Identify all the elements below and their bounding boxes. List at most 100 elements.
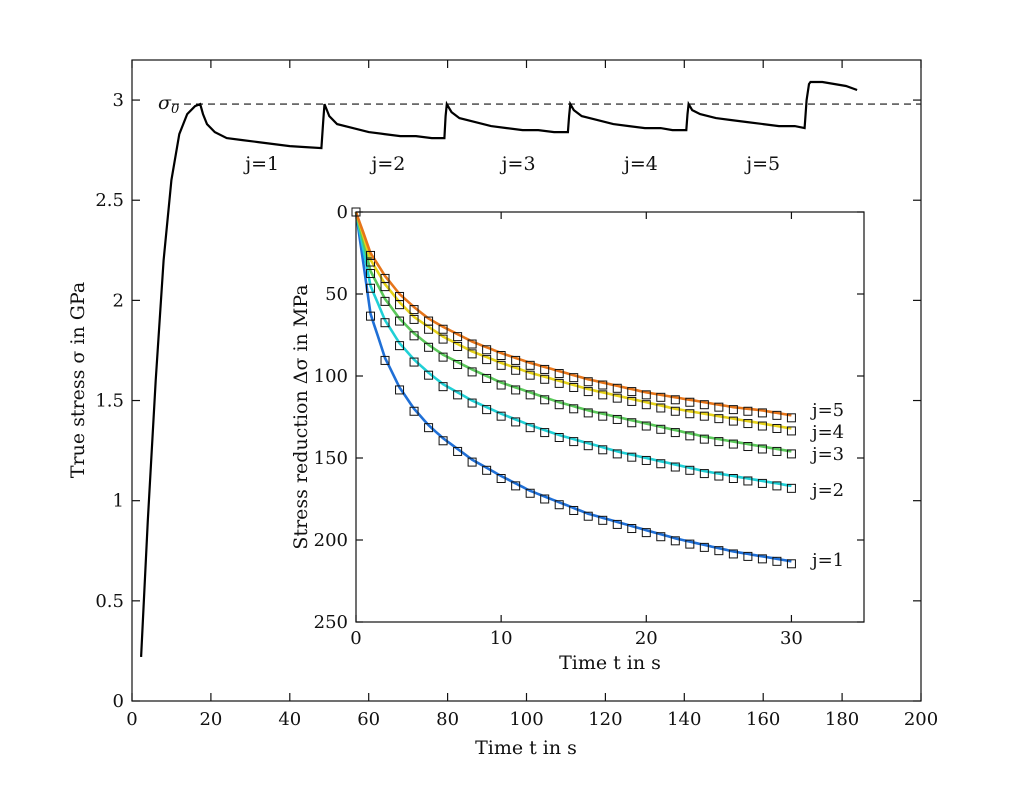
data-marker [366, 283, 376, 293]
data-marker [699, 469, 709, 479]
main-y-axis-label: True stress σ in GPa [67, 282, 89, 478]
data-marker [627, 387, 637, 397]
data-marker [685, 409, 695, 419]
data-marker [714, 471, 724, 481]
data-marker [670, 406, 680, 416]
data-marker [583, 441, 593, 451]
data-marker [540, 364, 550, 374]
inset-series-j=1 [351, 207, 796, 569]
data-marker [424, 342, 434, 352]
data-marker [699, 400, 709, 410]
data-marker [482, 355, 492, 365]
data-marker [714, 437, 724, 447]
data-marker [540, 428, 550, 438]
inset-series-j=5 [351, 207, 796, 423]
segment-label-j5: j=5 [744, 153, 780, 175]
segment-label-j3: j=3 [500, 153, 536, 175]
inset-label-j=5: j=5 [810, 400, 844, 421]
inset-y-axis-label: Stress reduction Δσ in MPa [290, 284, 312, 549]
data-marker [554, 400, 564, 410]
data-marker [569, 505, 579, 515]
data-marker [728, 416, 738, 426]
inset-x-ticks: 0 10 20 30 [350, 212, 803, 649]
inset-x-axis-label: Time t in s [559, 652, 661, 674]
main-y-tick-label: 1 [113, 491, 124, 512]
data-marker [540, 395, 550, 405]
data-marker [627, 452, 637, 462]
data-marker [554, 369, 564, 379]
main-y-tick-label: 2 [113, 290, 124, 311]
data-marker [409, 314, 419, 324]
data-marker [467, 339, 477, 349]
data-marker [366, 311, 376, 321]
fit-curve-j=5 [354, 211, 792, 417]
data-marker [525, 488, 535, 498]
data-marker [554, 433, 564, 442]
data-marker [438, 324, 448, 334]
data-marker [496, 380, 506, 390]
data-marker [699, 434, 709, 444]
data-marker [395, 291, 405, 301]
data-marker [511, 355, 521, 365]
data-marker [467, 457, 477, 467]
data-marker [786, 449, 796, 459]
data-marker [772, 556, 782, 566]
main-y-tick-label: 0.5 [95, 591, 124, 612]
data-marker [656, 424, 666, 434]
data-marker [757, 554, 767, 564]
data-marker [757, 478, 767, 488]
data-marker [409, 357, 419, 367]
data-marker [395, 341, 405, 351]
main-y-tick-label: 2.5 [95, 190, 124, 211]
data-marker [641, 390, 651, 400]
data-marker [540, 374, 550, 384]
data-marker [641, 400, 651, 410]
data-marker [598, 411, 608, 421]
data-marker [772, 446, 782, 456]
segment-label-j4: j=4 [622, 153, 658, 175]
inset-y-ticks: 0 50 100 150 200 250 [314, 202, 864, 633]
data-marker [438, 436, 448, 446]
main-x-tick-label: 0 [126, 709, 137, 730]
main-x-tick-label: 140 [667, 709, 701, 730]
data-marker [453, 332, 463, 342]
data-marker [743, 419, 753, 429]
inset-series-j=3 [351, 207, 796, 459]
data-marker [641, 421, 651, 431]
inset-y-tick-label: 100 [314, 366, 348, 387]
data-marker [366, 257, 376, 267]
main-x-tick-label: 120 [588, 709, 622, 730]
data-marker [598, 445, 608, 455]
data-marker [670, 395, 680, 405]
true-stress-curve [140, 80, 858, 657]
main-y-tick-label: 1.5 [95, 391, 124, 412]
data-marker [772, 423, 782, 433]
inset-background [356, 212, 864, 622]
data-marker [786, 426, 796, 436]
data-marker [554, 500, 564, 510]
data-marker [656, 459, 666, 469]
segment-labels: j=1 j=2 j=3 j=4 j=5 [243, 153, 780, 175]
main-x-tick-label: 180 [825, 709, 859, 730]
main-x-axis-label: Time t in s [475, 737, 577, 759]
data-marker [598, 380, 608, 390]
data-marker [424, 370, 434, 380]
main-x-tick-label: 200 [904, 709, 938, 730]
data-marker [612, 449, 622, 459]
fit-curve-j=1 [354, 211, 792, 563]
data-marker [743, 442, 753, 452]
data-marker [511, 385, 521, 395]
data-marker [482, 345, 492, 355]
data-marker [409, 406, 419, 416]
data-marker [786, 413, 796, 423]
fit-curve-j=3 [354, 211, 792, 453]
data-marker [395, 385, 405, 395]
data-marker [714, 546, 724, 556]
main-x-tick-label: 60 [357, 709, 380, 730]
data-marker [496, 351, 506, 360]
inset-label-j=1: j=1 [810, 550, 844, 571]
data-marker [685, 539, 695, 549]
inset-x-tick-label: 30 [780, 628, 803, 649]
